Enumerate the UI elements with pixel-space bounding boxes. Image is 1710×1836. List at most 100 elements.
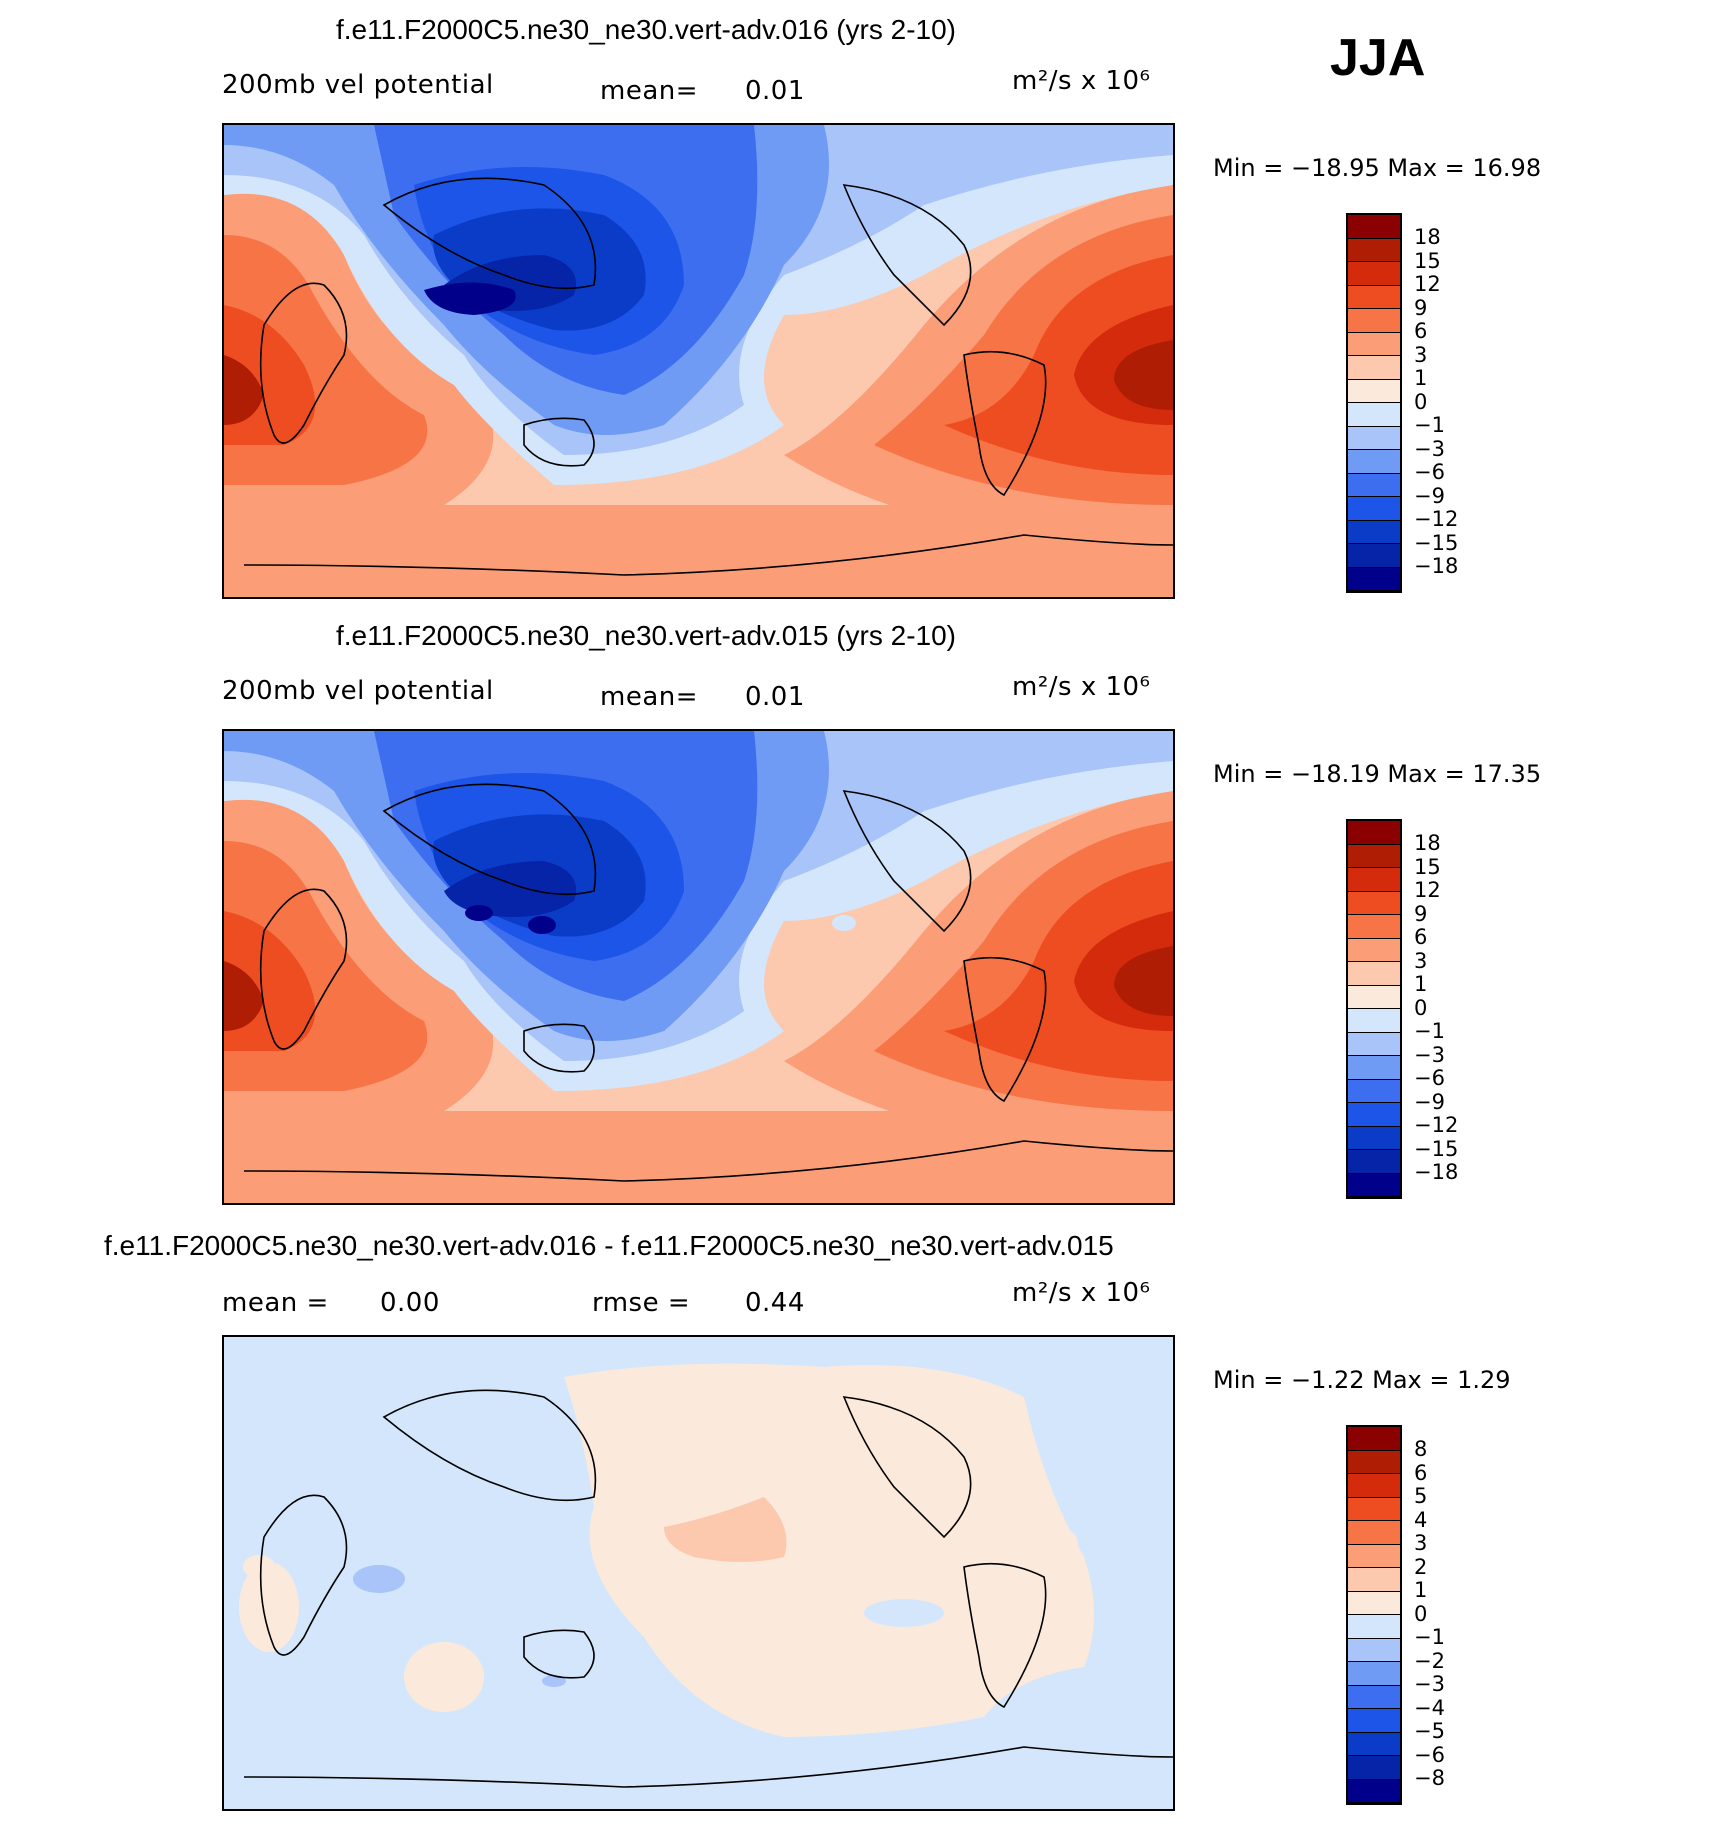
colorbar-tick-label: −8	[1414, 1766, 1445, 1790]
colorbar-tick-label: 5	[1414, 1484, 1428, 1508]
panel1-contour-svg	[224, 125, 1173, 597]
colorbar-swatch	[1348, 1732, 1400, 1756]
colorbar-tick-label: 12	[1414, 878, 1441, 902]
colorbar-tick-label: 9	[1414, 295, 1428, 320]
panel1-title: f.e11.F2000C5.ne30_ne30.vert-adv.016 (yr…	[336, 14, 957, 45]
colorbar-tick-label: 6	[1414, 1460, 1428, 1485]
colorbar-swatch	[1348, 238, 1400, 262]
colorbar-swatch	[1348, 1056, 1400, 1080]
season-label: JJA	[1330, 29, 1426, 87]
panel2-field-label: 200mb vel potential	[222, 676, 494, 706]
colorbar-tick-label: 0	[1414, 995, 1428, 1020]
colorbar-swatch	[1348, 1544, 1400, 1568]
colorbar-swatch	[1348, 1615, 1400, 1639]
colorbar-swatch	[1348, 403, 1400, 427]
colorbar-tick-label: −6	[1414, 1742, 1445, 1767]
colorbar-tick-label: −1	[1414, 1019, 1445, 1043]
colorbar-tick-label: −1	[1414, 1625, 1445, 1649]
panel1-colorbar	[1346, 213, 1402, 593]
colorbar-swatch	[1348, 1497, 1400, 1521]
panel2-title: f.e11.F2000C5.ne30_ne30.vert-adv.015 (yr…	[336, 620, 957, 651]
colorbar-swatch	[1348, 962, 1400, 986]
colorbar-tick-label: −4	[1414, 1695, 1445, 1720]
colorbar-swatch	[1348, 1591, 1400, 1615]
colorbar-tick-label: 6	[1414, 925, 1428, 949]
colorbar-tick-label: −12	[1414, 1113, 1459, 1137]
panel3-colorbar	[1346, 1425, 1402, 1805]
colorbar-tick-label: 4	[1414, 1507, 1428, 1532]
colorbar-swatch	[1348, 356, 1400, 380]
panel2-minmax: Min = −18.19 Max = 17.35	[1213, 760, 1542, 788]
colorbar-tick-label: −3	[1414, 1672, 1445, 1696]
colorbar-swatch	[1348, 938, 1400, 962]
colorbar-tick-label: 8	[1414, 1437, 1428, 1461]
colorbar-swatch	[1348, 1079, 1400, 1103]
colorbar-swatch	[1348, 985, 1400, 1009]
colorbar-tick-label: −3	[1414, 1042, 1445, 1067]
colorbar-tick-label: −18	[1414, 554, 1459, 578]
colorbar-tick-label: 1	[1414, 972, 1428, 996]
colorbar-swatch	[1348, 891, 1400, 915]
colorbar-tick-label: −3	[1414, 436, 1445, 461]
colorbar-tick-label: 0	[1414, 389, 1428, 414]
colorbar-tick-label: 3	[1414, 1531, 1428, 1555]
colorbar-tick-label: −1	[1414, 413, 1445, 437]
colorbar-swatch	[1348, 426, 1400, 450]
colorbar-swatch	[1348, 1450, 1400, 1474]
colorbar-swatch	[1348, 868, 1400, 892]
colorbar-swatch	[1348, 262, 1400, 286]
colorbar-swatch	[1348, 1521, 1400, 1545]
colorbar-tick-label: 15	[1414, 854, 1441, 879]
colorbar-tick-label: −9	[1414, 483, 1445, 508]
panel3-contour-svg	[224, 1337, 1173, 1809]
colorbar-tick-label: −18	[1414, 1160, 1459, 1184]
colorbar-tick-label: 2	[1414, 1554, 1428, 1579]
panel2-mean-value: 0.01	[745, 682, 805, 712]
colorbar-swatch	[1348, 1009, 1400, 1033]
panel3-title: f.e11.F2000C5.ne30_ne30.vert-adv.016 - f…	[104, 1230, 1114, 1261]
colorbar-swatch	[1348, 1568, 1400, 1592]
colorbar-tick-label: 3	[1414, 342, 1428, 367]
panel3-mean-label: mean =	[222, 1288, 329, 1318]
colorbar-swatch	[1348, 1779, 1400, 1803]
colorbar-tick-label: 18	[1414, 225, 1441, 249]
colorbar-swatch	[1348, 915, 1400, 939]
colorbar-tick-label: −2	[1414, 1648, 1445, 1673]
colorbar-swatch	[1348, 544, 1400, 568]
panel2-colorbar	[1346, 819, 1402, 1199]
colorbar-swatch	[1348, 1709, 1400, 1733]
colorbar-swatch	[1348, 215, 1400, 239]
colorbar-tick-label: −6	[1414, 460, 1445, 484]
colorbar-swatch	[1348, 1126, 1400, 1150]
colorbar-tick-label: 1	[1414, 366, 1428, 390]
colorbar-swatch	[1348, 450, 1400, 474]
colorbar-swatch	[1348, 520, 1400, 544]
panel1-field-label: 200mb vel potential	[222, 70, 494, 100]
colorbar-tick-label: 0	[1414, 1601, 1428, 1626]
colorbar-tick-label: −5	[1414, 1719, 1445, 1743]
colorbar-tick-label: 12	[1414, 272, 1441, 296]
colorbar-swatch	[1348, 1032, 1400, 1056]
colorbar-tick-label: −9	[1414, 1089, 1445, 1114]
panel1-mean-label: mean=	[600, 76, 699, 106]
colorbar-tick-label: 15	[1414, 248, 1441, 273]
panel2-map	[222, 729, 1175, 1205]
panel1-mean-value: 0.01	[745, 76, 805, 106]
panel3-units: m²/s x 10⁶	[1012, 1278, 1151, 1308]
colorbar-swatch	[1348, 567, 1400, 591]
colorbar-swatch	[1348, 1685, 1400, 1709]
colorbar-tick-label: −6	[1414, 1066, 1445, 1090]
colorbar-swatch	[1348, 285, 1400, 309]
colorbar-swatch	[1348, 821, 1400, 845]
colorbar-swatch	[1348, 1103, 1400, 1127]
panel1-map	[222, 123, 1175, 599]
colorbar-swatch	[1348, 309, 1400, 333]
panel3-map	[222, 1335, 1175, 1811]
panel2-mean-label: mean=	[600, 682, 699, 712]
panel1-minmax: Min = −18.95 Max = 16.98	[1213, 154, 1542, 182]
panel2-units: m²/s x 10⁶	[1012, 672, 1151, 702]
colorbar-swatch	[1348, 1173, 1400, 1197]
colorbar-swatch	[1348, 1638, 1400, 1662]
colorbar-swatch	[1348, 332, 1400, 356]
colorbar-swatch	[1348, 473, 1400, 497]
